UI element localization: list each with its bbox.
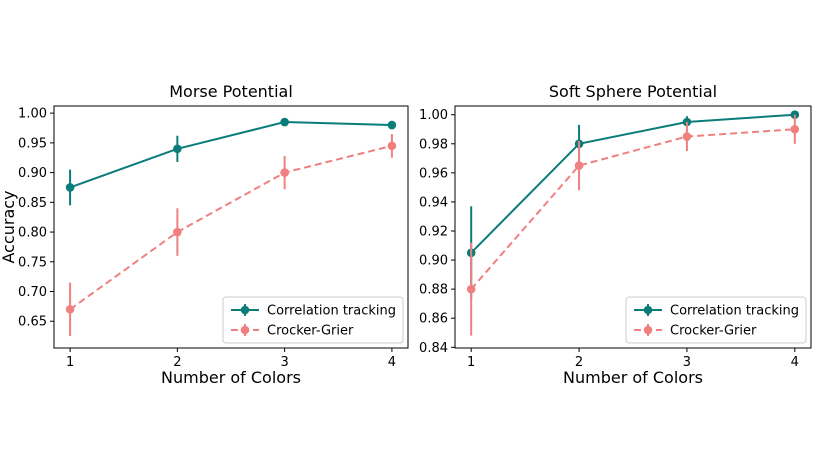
legend-correlation-tracking-marker (240, 305, 250, 315)
correlation-tracking-marker (280, 117, 289, 127)
x-tick-label: 1 (467, 355, 475, 370)
y-tick-label: 0.85 (18, 196, 47, 211)
legend: Correlation tracking Crocker-Grier (222, 296, 404, 344)
y-tick-label: 0.86 (419, 312, 448, 327)
y-tick-label: 0.94 (419, 195, 448, 210)
chart-title: Morse Potential (169, 82, 293, 101)
crocker-grier-marker (280, 168, 289, 177)
y-tick-label: 1.00 (419, 108, 448, 123)
legend-crocker-grier-label: Crocker-Grier (267, 324, 354, 339)
y-tick-label: 0.96 (419, 166, 448, 181)
axes-frame (53, 105, 409, 349)
correlation-tracking-line (69, 121, 392, 189)
y-tick-label: 0.90 (18, 166, 47, 181)
y-tick-label: 0.98 (419, 137, 448, 152)
x-tick-label: 2 (575, 355, 583, 370)
correlation-tracking-line (470, 113, 795, 254)
y-tick-label: 0.95 (18, 136, 47, 151)
x-tick-label: 1 (66, 355, 74, 370)
legend-correlation-tracking-marker (643, 305, 653, 315)
crocker-grier-line (69, 144, 393, 311)
correlation-tracking-marker (387, 120, 397, 130)
y-tick-label: 0.80 (18, 226, 47, 241)
crocker-grier-marker (387, 141, 397, 151)
legend-correlation-tracking-label: Correlation tracking (267, 304, 396, 319)
crocker-grier-line (470, 128, 795, 290)
y-tick-label: 0.88 (419, 283, 448, 298)
y-tick-label: 0.75 (18, 255, 47, 270)
axes-frame (454, 105, 812, 349)
crocker-grier-marker (682, 132, 692, 141)
x-tick-label: 4 (791, 355, 799, 370)
x-tick-label: 3 (683, 355, 691, 370)
y-tick-label: 0.65 (18, 315, 47, 330)
y-axis-label: Accuracy (0, 190, 18, 263)
crocker-grier-marker (466, 284, 476, 294)
crocker-grier-marker (173, 227, 182, 237)
x-tick-label: 4 (388, 355, 396, 370)
y-tick-label: 0.92 (419, 224, 448, 239)
y-tick-label: 0.90 (419, 254, 448, 269)
x-tick-label: 3 (280, 355, 288, 370)
y-tick-label: 1.00 (18, 107, 47, 122)
legend-crocker-grier-marker (240, 325, 250, 335)
x-tick-label: 2 (173, 355, 181, 370)
y-tick-label: 0.70 (18, 285, 47, 300)
chart-title: Soft Sphere Potential (549, 82, 717, 101)
crocker-grier-marker (790, 124, 800, 134)
soft-sphere-potential-panel: Soft Sphere Potential 0.84 0.86 0.88 0.90 0.9… (419, 82, 812, 387)
legend-crocker-grier-marker (643, 325, 653, 335)
y-tick-label: 0.84 (419, 341, 448, 356)
crocker-grier-marker (574, 161, 584, 170)
x-axis-label: Number of Colors (563, 368, 703, 387)
legend-crocker-grier-label: Crocker-Grier (670, 324, 757, 339)
morse-potential-panel: Morse Potential 0.65 0.70 0.75 0.80 0.85 0.90 0… (0, 82, 409, 387)
legend-box (625, 296, 807, 344)
correlation-tracking-marker (173, 144, 182, 154)
legend: Correlation tracking Crocker-Grier (625, 296, 807, 344)
x-axis-label: Number of Colors (161, 368, 301, 387)
legend-correlation-tracking-label: Correlation tracking (670, 304, 799, 319)
crocker-grier-marker (65, 305, 75, 314)
legend-box (222, 296, 404, 344)
correlation-tracking-marker (65, 183, 75, 192)
